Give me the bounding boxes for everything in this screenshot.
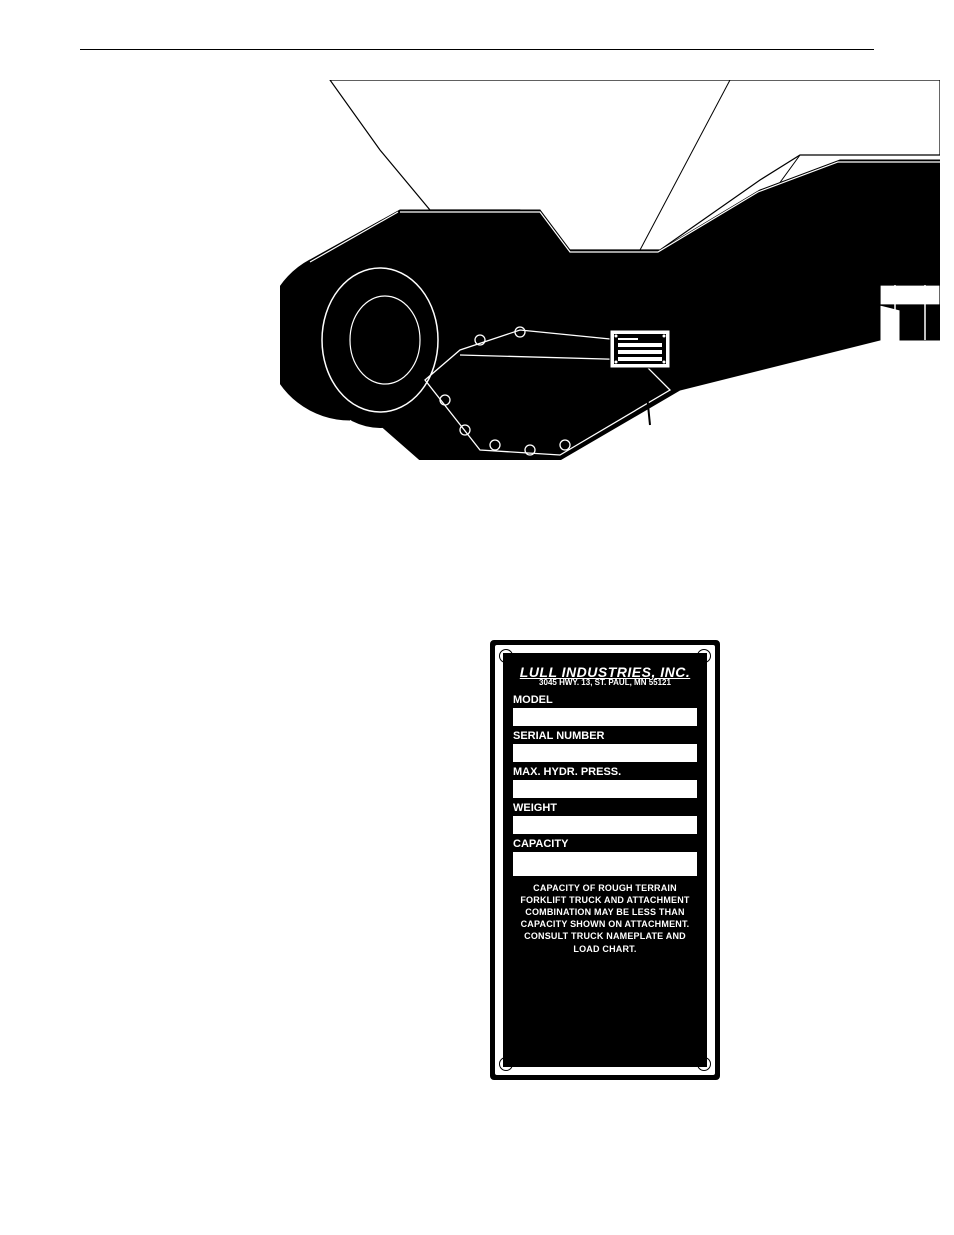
field-label-serial: SERIAL NUMBER <box>513 730 697 742</box>
nameplate-on-frame-icon <box>610 330 670 368</box>
field-box-serial <box>513 744 697 762</box>
field-label-capacity: CAPACITY <box>513 838 697 850</box>
field-label-model: MODEL <box>513 694 697 706</box>
field-label-weight: WEIGHT <box>513 802 697 814</box>
field-box-capacity <box>513 852 697 876</box>
nameplate-enlarged: LULL INDUSTRIES, INC. 3045 HWY. 13, ST. … <box>490 640 720 1080</box>
page-header-rule <box>80 40 874 50</box>
field-box-hydr <box>513 780 697 798</box>
field-box-weight <box>513 816 697 834</box>
forklift-rear-illustration <box>280 80 940 460</box>
capacity-warning-text: CAPACITY OF ROUGH TERRAIN FORKLIFT TRUCK… <box>513 882 697 955</box>
field-label-hydr: MAX. HYDR. PRESS. <box>513 766 697 778</box>
company-address: 3045 HWY. 13, ST. PAUL, MN 55121 <box>513 679 697 688</box>
rear-wheel <box>280 252 452 428</box>
company-name: LULL INDUSTRIES, INC. <box>513 665 697 679</box>
field-box-model <box>513 708 697 726</box>
